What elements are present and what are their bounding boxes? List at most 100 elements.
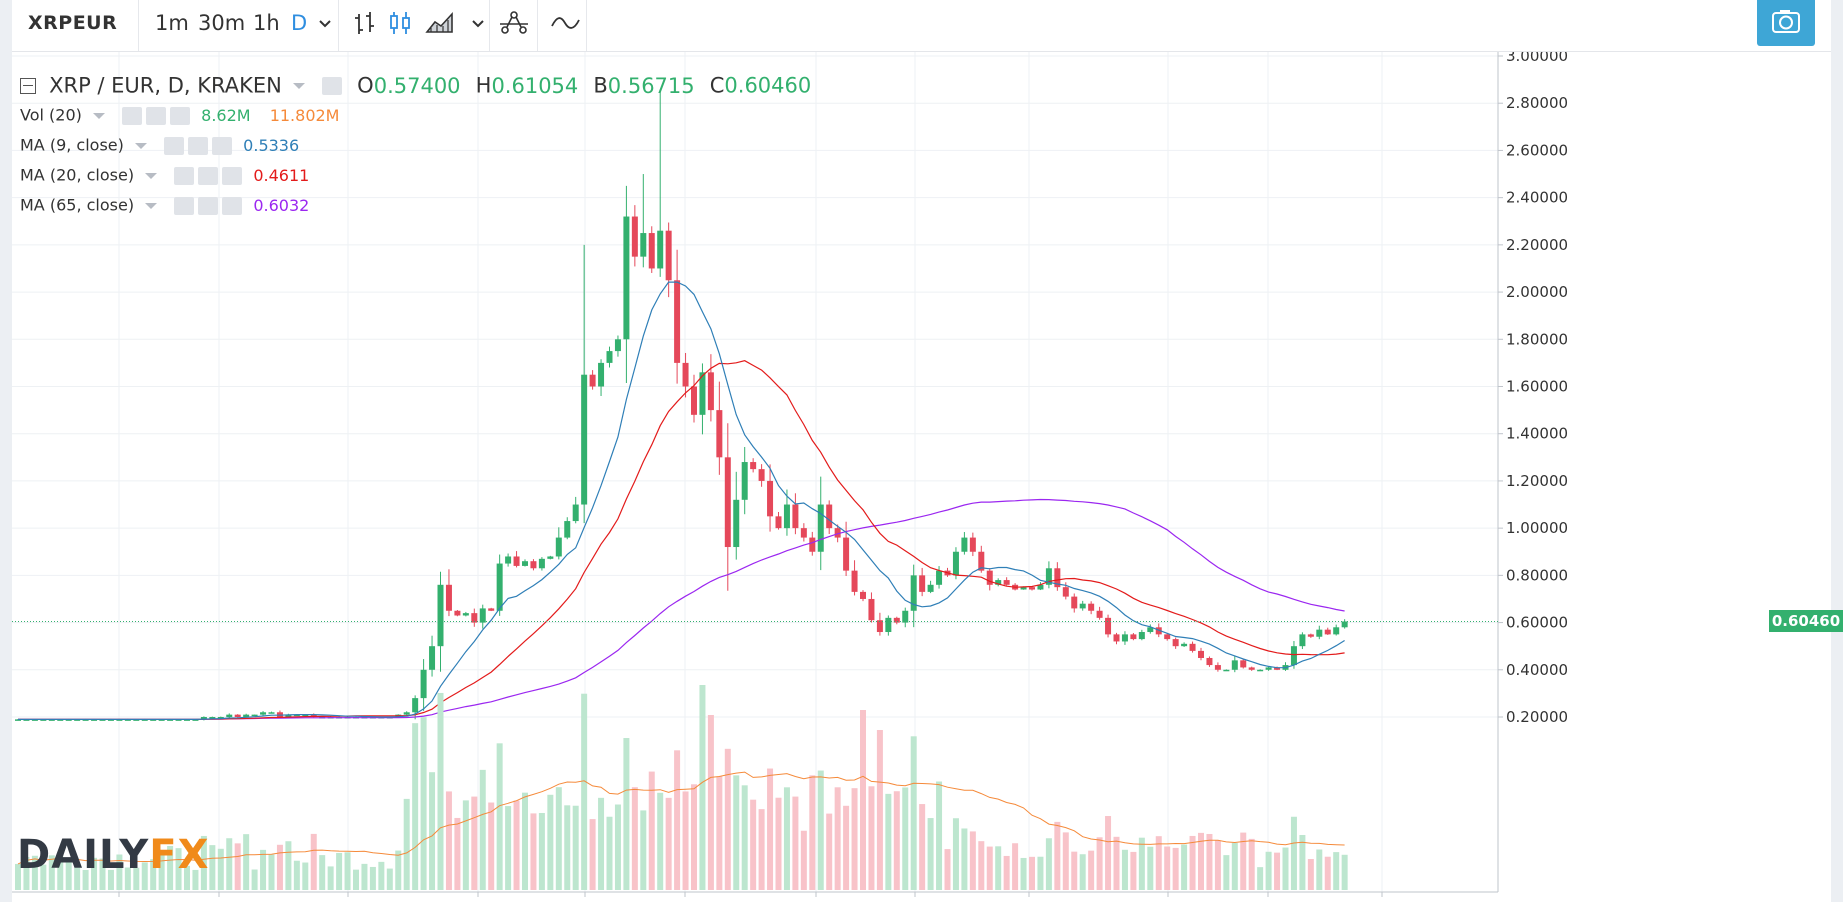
y-tick-label: 1.80000 <box>1506 330 1568 348</box>
candle-body <box>82 719 89 721</box>
price-chart[interactable]: 3.00000 2.80000 2.60000 2.40000 2.20000 2.000… <box>12 52 1831 902</box>
volume-bar <box>1248 838 1255 890</box>
candle-body <box>74 719 81 721</box>
eye-icon[interactable] <box>174 166 195 185</box>
volume-bar <box>1172 847 1179 890</box>
legend-row-ma9[interactable]: MA (9, close) 0.5336 <box>20 130 811 160</box>
interval-dropdown-icon[interactable] <box>308 6 342 40</box>
volume-bar <box>1333 852 1340 890</box>
candle-body <box>200 717 207 720</box>
ohlc-low-value: 0.56715 <box>607 73 695 98</box>
bars-icon[interactable] <box>348 6 382 40</box>
symbol-label[interactable]: XRPEUR <box>28 12 118 34</box>
volume-bar <box>1299 834 1306 890</box>
chevron-down-icon[interactable] <box>145 202 158 209</box>
collapse-icon[interactable] <box>20 77 36 94</box>
volume-bar <box>150 859 157 890</box>
volume-bar <box>555 787 562 890</box>
candle-body <box>775 516 782 529</box>
ma9-line <box>18 281 1345 720</box>
volume-bar <box>860 710 866 890</box>
chart-type-dropdown-icon[interactable] <box>461 6 495 40</box>
interval-1m[interactable]: 1m <box>155 11 189 35</box>
candle-body <box>124 719 131 721</box>
eye-icon[interactable] <box>174 196 195 215</box>
eye-icon[interactable] <box>122 106 143 125</box>
gear-icon[interactable] <box>198 166 219 185</box>
legend-row-ma65[interactable]: MA (65, close) 0.6032 <box>20 190 811 220</box>
candle-body <box>995 580 1002 585</box>
candle-body <box>1257 669 1264 672</box>
line-icon[interactable] <box>548 6 582 40</box>
interval-d[interactable]: D <box>291 11 308 35</box>
volume-bar <box>496 743 503 890</box>
volume-bar <box>361 863 368 890</box>
volume-bar <box>910 736 917 890</box>
legend-row-ma20[interactable]: MA (20, close) 0.4611 <box>20 160 811 190</box>
candle-body <box>876 620 883 633</box>
chevron-down-icon[interactable] <box>292 82 305 89</box>
candle-body <box>530 561 537 569</box>
volume-bar <box>640 810 647 890</box>
volume-bar <box>843 805 850 890</box>
gear-icon[interactable] <box>198 196 219 215</box>
volume-bar <box>184 865 190 890</box>
candle-body <box>1274 667 1281 670</box>
area-icon[interactable] <box>423 6 457 40</box>
candle-body <box>1324 629 1331 635</box>
close-icon[interactable] <box>170 106 191 125</box>
volume-bar <box>589 819 596 890</box>
volume-bar <box>1138 837 1145 890</box>
volume-bar <box>1274 852 1281 890</box>
legend-row-volume[interactable]: Vol (20) 8.62M 11.802M <box>20 100 811 130</box>
interval-30m[interactable]: 30m <box>198 11 246 35</box>
y-tick-label: 1.20000 <box>1506 472 1568 490</box>
volume-bar <box>488 802 495 890</box>
volume-bar <box>158 853 165 890</box>
interval-1h[interactable]: 1h <box>253 11 280 35</box>
chart-area[interactable]: 3.00000 2.80000 2.60000 2.40000 2.20000 2.000… <box>12 52 1843 902</box>
indicator-label: MA (9, close) <box>20 135 124 155</box>
gear-icon[interactable] <box>188 136 209 155</box>
volume-bar <box>175 848 182 890</box>
volume-bar <box>1223 855 1230 890</box>
volume-bar <box>48 855 55 890</box>
candle-body <box>792 504 799 529</box>
volume-bar <box>1324 856 1331 890</box>
candle-body <box>1147 627 1154 633</box>
candle-body <box>429 646 436 670</box>
y-tick-label: 2.40000 <box>1506 189 1568 207</box>
y-tick-label: 1.40000 <box>1506 425 1568 443</box>
candle-body <box>978 551 985 571</box>
chevron-down-icon[interactable] <box>134 142 147 149</box>
candles-icon[interactable] <box>383 6 417 40</box>
candle-body <box>57 719 64 721</box>
indicator-value: 0.4611 <box>253 165 310 185</box>
candle-body <box>167 719 174 721</box>
close-icon[interactable] <box>212 136 233 155</box>
chevron-down-icon[interactable] <box>145 172 158 179</box>
volume-bar <box>437 692 444 890</box>
ohlc-open-value: 0.57400 <box>373 73 461 98</box>
candle-body <box>1096 610 1103 618</box>
eye-icon[interactable] <box>164 136 185 155</box>
chevron-down-icon[interactable] <box>92 112 105 119</box>
gear-icon[interactable] <box>146 106 167 125</box>
volume-bar <box>133 867 140 890</box>
volume-bar <box>876 730 883 890</box>
eye-icon[interactable] <box>322 76 343 95</box>
candle-body <box>192 719 199 721</box>
close-icon[interactable] <box>222 166 243 185</box>
candle-body <box>1240 660 1247 668</box>
screenshot-button[interactable] <box>1757 0 1815 46</box>
candle-body <box>1062 587 1069 597</box>
volume-bar <box>1164 846 1171 890</box>
y-tick-label: 0.20000 <box>1506 708 1568 726</box>
volume-bar <box>978 841 985 890</box>
toolbar: XRPEUR 1m 30m 1h D <box>12 0 1831 52</box>
volume-bar <box>1206 833 1213 890</box>
candle-body <box>1130 634 1137 640</box>
indicators-icon[interactable] <box>497 6 531 40</box>
candle-body <box>843 537 850 571</box>
close-icon[interactable] <box>222 196 243 215</box>
